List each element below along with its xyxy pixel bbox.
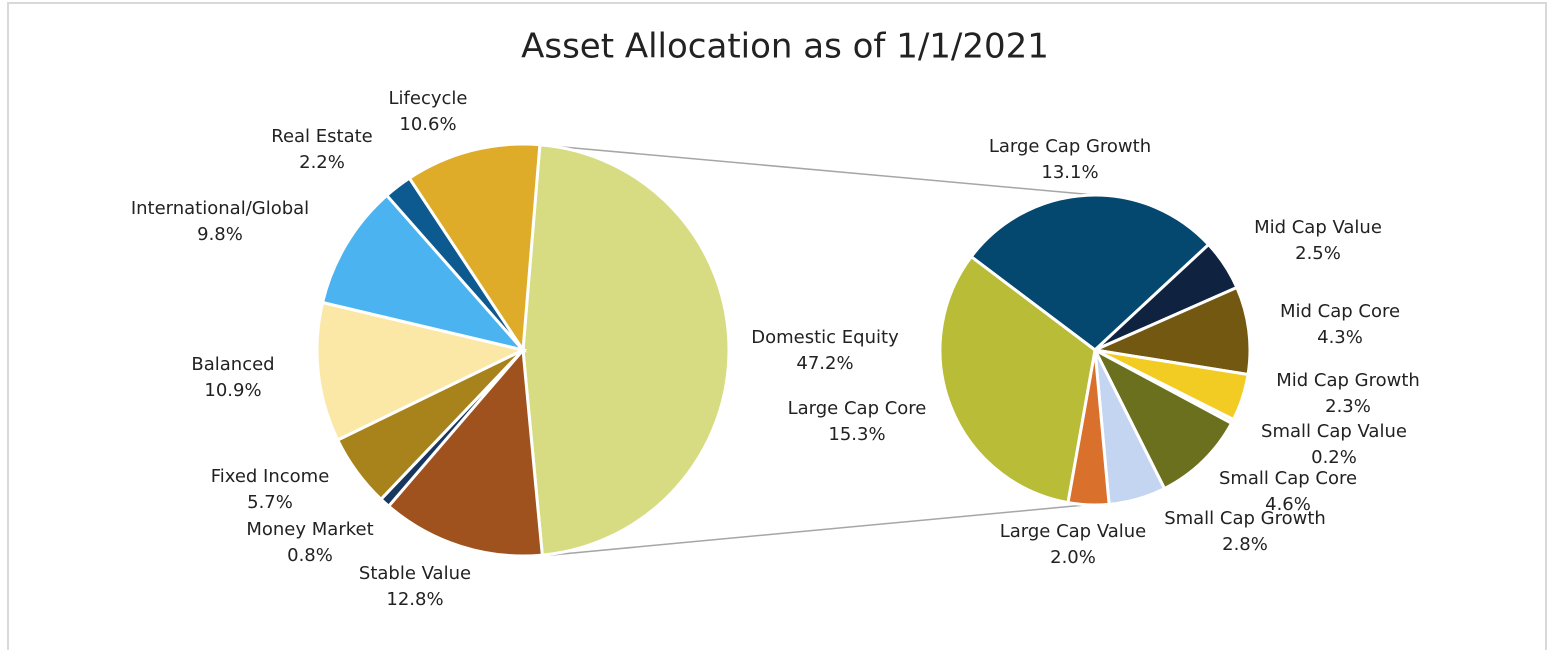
slice-label: Mid Cap Growth [1276, 370, 1420, 391]
slice-label: Fixed Income [211, 466, 330, 487]
pie-slice [1089, 285, 1252, 377]
slice-value-label: 9.8% [197, 224, 243, 245]
slice-value-label: 15.3% [828, 424, 885, 445]
pie-slice [1091, 346, 1234, 491]
slice-value-label: 10.9% [204, 380, 261, 401]
slice-value-label: 4.6% [1265, 494, 1311, 515]
pie-slice [407, 142, 542, 355]
slice-value-label: 4.3% [1317, 327, 1363, 348]
slice-value-label: 0.8% [287, 545, 333, 566]
slice-value-label: 12.8% [386, 589, 443, 610]
slice-label: Money Market [246, 519, 373, 540]
pie-slice [320, 193, 528, 353]
slice-value-label: 2.0% [1050, 547, 1096, 568]
connectors [550, 145, 1096, 556]
slice-value-label: 2.8% [1222, 534, 1268, 555]
slice-value-label: 10.6% [399, 114, 456, 135]
connector-line [550, 504, 1086, 556]
slice-label: Mid Cap Core [1280, 301, 1400, 322]
slice-label: International/Global [131, 198, 309, 219]
slice-label: Mid Cap Value [1254, 217, 1382, 238]
slice-label: Domestic Equity [751, 327, 899, 348]
slice-label: Small Cap Value [1261, 421, 1407, 442]
slice-value-label: 0.2% [1311, 447, 1357, 468]
slice-label: Large Cap Growth [989, 136, 1151, 157]
slice-label: Small Cap Core [1219, 468, 1357, 489]
slice-value-label: 47.2% [796, 353, 853, 374]
slice-value-label: 13.1% [1041, 162, 1098, 183]
pie-slice [969, 193, 1211, 352]
connector-line [559, 145, 1096, 196]
slice-value-label: 2.5% [1295, 243, 1341, 264]
slice-label: Lifecycle [389, 88, 468, 109]
pie-slice [521, 143, 731, 557]
slice-label: Balanced [191, 354, 274, 375]
slice-label: Small Cap Growth [1164, 508, 1326, 529]
slice-label: Real Estate [271, 126, 373, 147]
slice-value-label: 5.7% [247, 492, 293, 513]
chart-title: Asset Allocation as of 1/1/2021 [521, 27, 1049, 67]
chart-border [7, 2, 1547, 650]
slice-label: Stable Value [359, 563, 471, 584]
pie-slice [386, 346, 544, 558]
slice-label: Large Cap Core [788, 398, 927, 419]
slice-label: Large Cap Value [1000, 521, 1147, 542]
slice-value-label: 2.3% [1325, 396, 1371, 417]
pie-slice [315, 300, 528, 442]
pie-slice [938, 254, 1097, 505]
slice-value-label: 2.2% [299, 152, 345, 173]
